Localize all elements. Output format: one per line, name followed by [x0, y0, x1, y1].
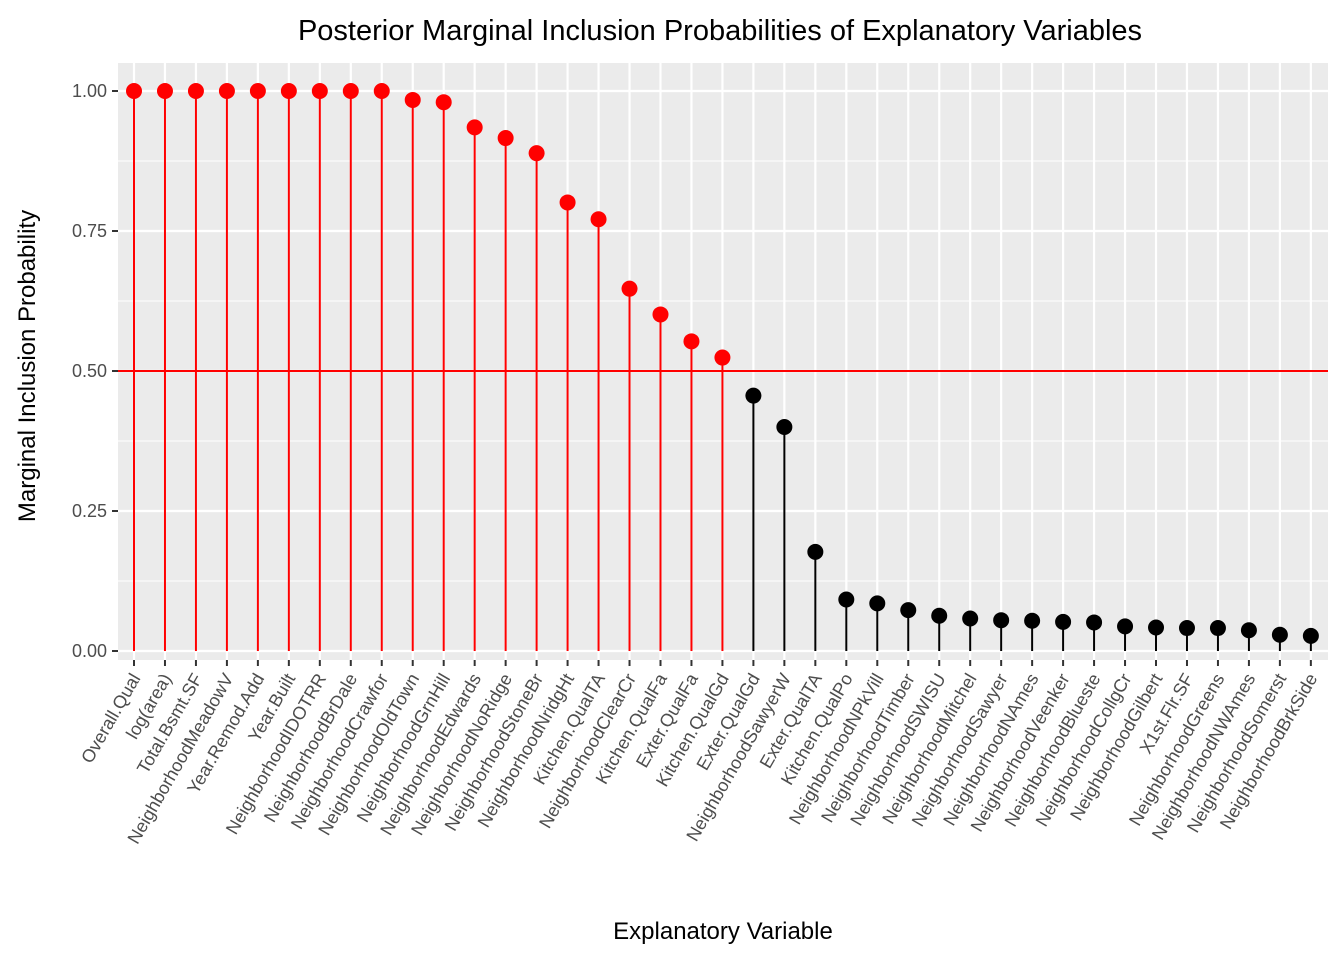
lollipop-point [1271, 626, 1288, 643]
lollipop-point [280, 83, 297, 99]
lollipop-point [1178, 620, 1195, 637]
x-axis-title: Explanatory Variable [613, 918, 833, 945]
y-axis-title: Marginal Inclusion Probability [14, 210, 41, 522]
lollipop-point [993, 612, 1010, 629]
lollipop-point [218, 83, 235, 99]
x-axis: Overall.Quallog(area)Total.Bsmt.SFNeighb… [77, 660, 1321, 847]
lollipop-point [373, 83, 390, 99]
lollipop-point [497, 130, 514, 147]
lollipop-point [1024, 612, 1041, 629]
lollipop-point [528, 145, 545, 162]
lollipop-point [1117, 618, 1134, 635]
lollipop-point [1240, 622, 1257, 639]
y-tick-label: 0.50 [72, 361, 107, 381]
lollipop-point [466, 119, 483, 136]
lollipop-point [559, 194, 576, 211]
lollipop-point [1302, 627, 1319, 644]
lollipop-point [187, 83, 204, 99]
lollipop-point [652, 306, 669, 323]
lollipop-point [1055, 613, 1072, 630]
lollipop-point [1086, 614, 1103, 631]
lollipop-point [714, 349, 731, 366]
lollipop-point [126, 83, 142, 99]
y-tick-label: 0.25 [72, 501, 107, 521]
lollipop-point [1148, 619, 1165, 636]
lollipop-marks [118, 83, 1328, 651]
lollipop-point [962, 610, 979, 627]
y-axis: 0.00 0.25 0.50 0.75 1.00 [72, 81, 118, 661]
lollipop-point [1209, 620, 1226, 637]
lollipop-point [590, 211, 607, 228]
lollipop-point [900, 602, 917, 619]
lollipop-point [311, 83, 328, 99]
lollipop-point [683, 333, 700, 350]
lollipop-point [931, 607, 948, 624]
lollipop-point [776, 419, 793, 435]
lollipop-point [838, 591, 855, 608]
lollipop-point [404, 91, 421, 108]
lollipop-point [807, 543, 824, 560]
chart-title: Posterior Marginal Inclusion Probabiliti… [298, 15, 1142, 47]
lollipop-point [745, 387, 762, 404]
lollipop-point [342, 83, 359, 99]
y-tick-label: 1.00 [72, 81, 107, 101]
lollipop-point [869, 595, 886, 612]
y-tick-label: 0.75 [72, 221, 107, 241]
lollipop-point [249, 83, 266, 99]
lollipop-point [621, 280, 638, 297]
lollipop-point [435, 94, 452, 111]
lollipop-point [156, 83, 173, 99]
y-tick-label: 0.00 [72, 641, 107, 661]
